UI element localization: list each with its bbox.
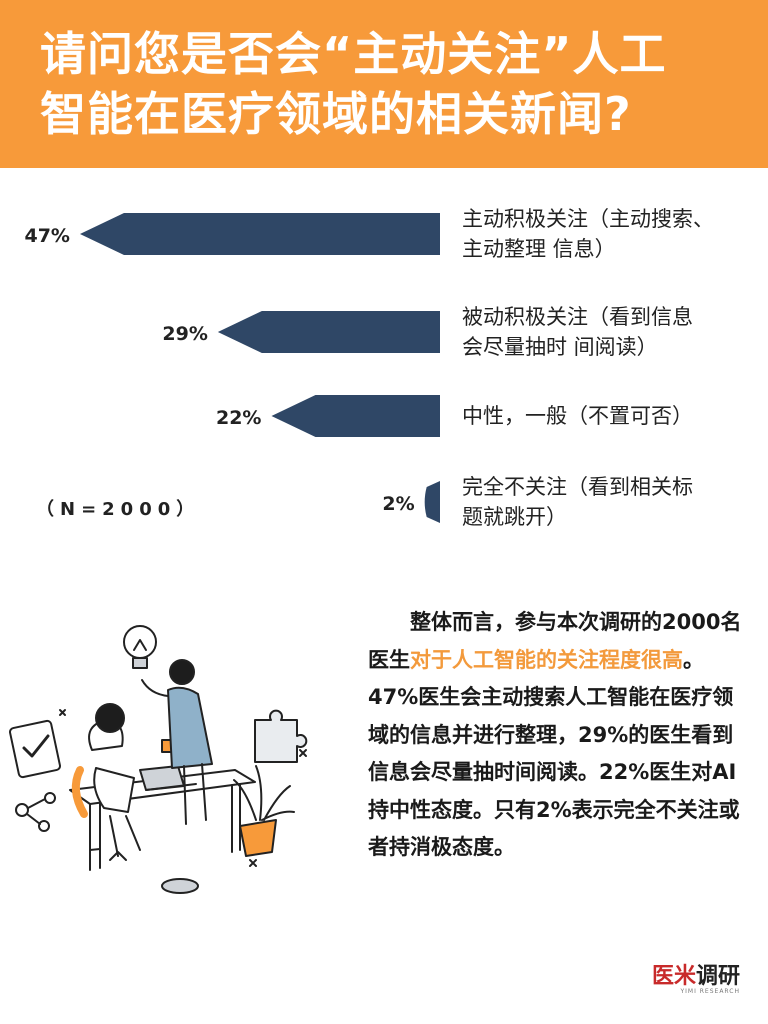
sample-size-note: （N=2000） (36, 499, 201, 520)
puzzle-icon (254, 709, 308, 763)
lightbulb-icon (123, 625, 157, 669)
category-label-line: 主动整理 信息） (462, 237, 616, 261)
value-label-1: 47% (24, 225, 69, 247)
category-label-line: 主动积极关注（主动搜索、 (462, 207, 714, 231)
bar-3 (271, 395, 440, 437)
category-label-line: 中性，一般（不置可否） (462, 404, 693, 428)
brand-logo-red: 医米 (651, 963, 696, 989)
page-title-line1: 请问您是否会“主动关注”人工 (40, 27, 667, 81)
bar-chart: 47% 29% 22% 2% (24, 213, 440, 523)
bar-2 (217, 311, 440, 353)
checklist-icon (9, 719, 61, 779)
page-title-line2: 智能在医疗领域的相关新闻? (40, 87, 632, 141)
category-label-line: 完全不关注（看到相关标 (462, 475, 693, 499)
brand-logo-subtitle: YIMI RESEARCH (680, 988, 740, 995)
brand-logo-mark: 医米调研 (648, 964, 740, 988)
category-label-3: 中性，一般（不置可否） (462, 401, 758, 431)
value-label-3: 22% (216, 407, 261, 429)
bar-4 (424, 481, 440, 523)
summary-part1: 整体而言，参与本次调研的2000名医生 (368, 610, 742, 672)
value-label-4: 2% (382, 493, 414, 515)
category-label-line: 被动积极关注（看到信息 (462, 305, 693, 329)
category-label-line: 会尽量抽时 间阅读） (462, 335, 658, 359)
category-label-4: 完全不关注（看到相关标 题就跳开） (462, 472, 758, 532)
category-label-2: 被动积极关注（看到信息 会尽量抽时 间阅读） (462, 302, 758, 362)
brand-logo-dark: 调研 (695, 963, 740, 989)
brand-logo: 医米调研 YIMI RESEARCH (648, 964, 740, 995)
category-label-line: 题就跳开） (462, 505, 567, 529)
summary-highlight: 对于人工智能的关注程度很高 (410, 647, 683, 672)
bar-1 (79, 213, 440, 255)
standing-person (141, 659, 213, 825)
seated-person (71, 703, 141, 857)
summary-paragraph: 整体而言，参与本次调研的2000名医生对于人工智能的关注程度很高。47%医生会主… (368, 604, 748, 867)
doctor-illustration (9, 625, 308, 894)
category-label-1: 主动积极关注（主动搜索、 主动整理 信息） (462, 204, 758, 264)
page-title: 请问您是否会“主动关注”人工 智能在医疗领域的相关新闻? (40, 24, 740, 144)
value-label-2: 29% (162, 323, 207, 345)
summary-part2: 。47%医生会主动搜索人工智能在医疗领域的信息并进行整理，29%的医生看到信息会… (368, 647, 740, 860)
plant-icon (233, 765, 295, 857)
title-banner: 请问您是否会“主动关注”人工 智能在医疗领域的相关新闻? (0, 0, 768, 168)
